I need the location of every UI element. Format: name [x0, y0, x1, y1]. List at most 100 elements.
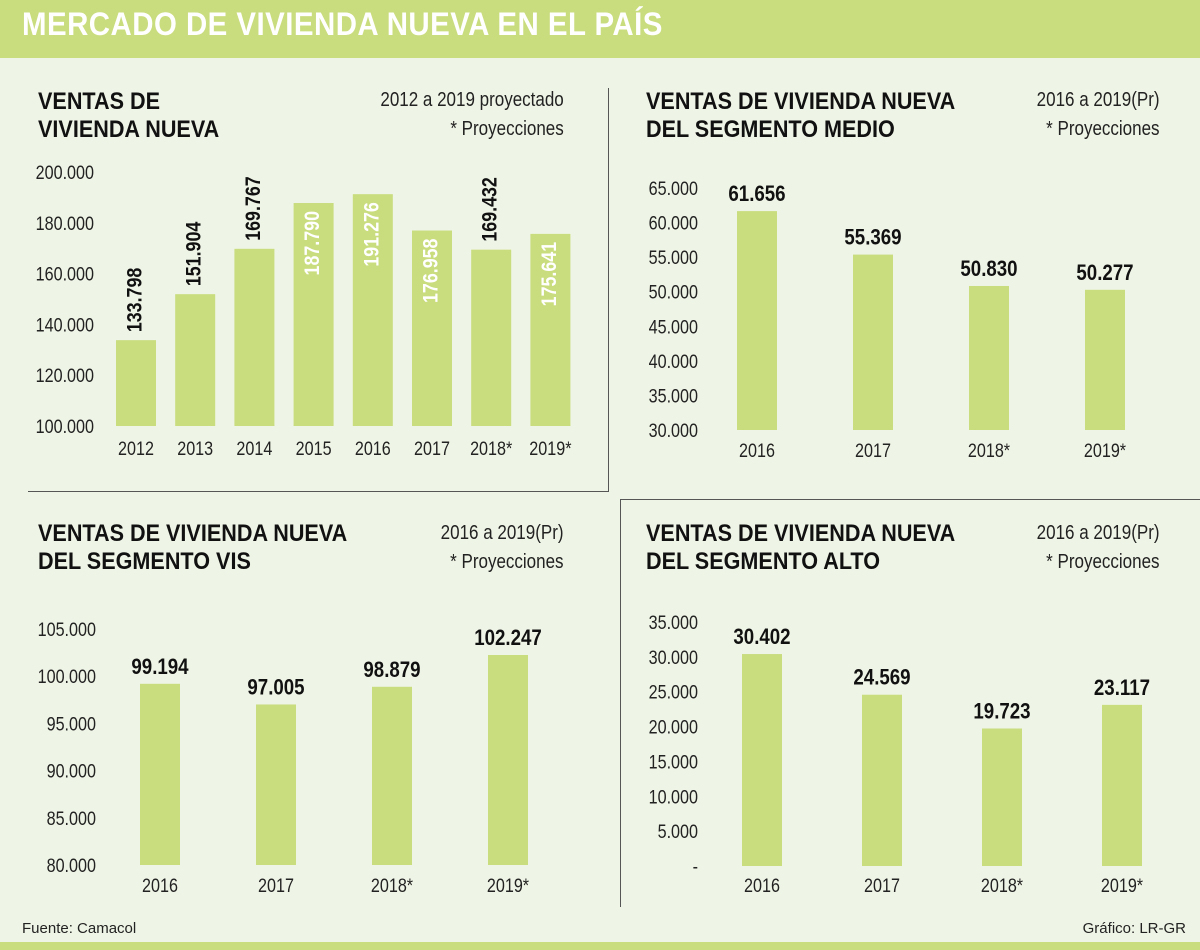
x-tick-label: 2013	[177, 438, 213, 460]
x-tick-label: 2015	[296, 438, 332, 460]
y-tick-label: 40.000	[649, 351, 699, 373]
x-tick-label: 2018*	[470, 438, 512, 460]
data-label: 169.767	[242, 176, 266, 240]
data-label: 50.830	[960, 258, 1017, 282]
panel-title-alto: VENTAS DE VIVIENDA NUEVA DEL SEGMENTO AL…	[646, 520, 956, 575]
bar	[256, 704, 296, 865]
bar	[530, 233, 571, 426]
bar	[1085, 289, 1125, 430]
x-tick-label: 2019*	[529, 438, 571, 460]
data-label: 23.117	[1094, 677, 1150, 701]
bar	[969, 285, 1009, 430]
x-tick-label: 2017	[864, 875, 900, 897]
data-label: 50.277	[1076, 261, 1133, 285]
y-tick-label: 95.000	[47, 713, 97, 735]
data-label: 175.641	[538, 242, 562, 307]
bar	[737, 211, 777, 430]
bar	[488, 654, 528, 865]
panel-subtitle-vis: 2016 a 2019(Pr) * Proyecciones	[441, 522, 564, 573]
y-tick-label: 10.000	[649, 786, 699, 808]
x-tick-label: 2019*	[1101, 875, 1143, 897]
divider-horizontal-top	[28, 491, 609, 492]
x-tick-label: 2018*	[371, 875, 413, 897]
y-tick-label: 140.000	[36, 314, 95, 336]
y-tick-label: 35.000	[649, 612, 699, 634]
panel-title-medio: VENTAS DE VIVIENDA NUEVA DEL SEGMENTO ME…	[646, 88, 956, 143]
x-tick-label: 2014	[236, 438, 272, 460]
data-label: 30.402	[733, 626, 790, 650]
y-tick-label: 160.000	[36, 263, 95, 285]
panel-subtitle-medio: 2016 a 2019(Pr) * Proyecciones	[1037, 89, 1160, 140]
x-tick-label: 2016	[739, 440, 775, 462]
y-tick-label: 120.000	[36, 365, 95, 387]
data-label: 102.247	[474, 627, 542, 651]
data-label: 176.958	[419, 238, 443, 303]
y-tick-label: 180.000	[36, 213, 95, 235]
y-tick-label: 15.000	[649, 751, 699, 773]
x-tick-label: 2017	[855, 440, 891, 462]
divider-vertical-top	[608, 88, 609, 492]
data-label: 99.194	[131, 655, 189, 679]
data-label: 151.904	[182, 222, 206, 287]
y-tick-label: 50.000	[649, 281, 699, 303]
bar	[862, 694, 902, 866]
page-title: MERCADO DE VIVIENDA NUEVA EN EL PAÍS	[22, 6, 663, 42]
footer-credit: Gráfico: LR-GR	[1082, 920, 1186, 937]
panel-title-vis: VENTAS DE VIVIENDA NUEVA DEL SEGMENTO VI…	[38, 520, 348, 575]
data-label: 169.432	[478, 177, 502, 242]
x-tick-label: 2012	[118, 438, 154, 460]
y-tick-label: 60.000	[649, 212, 699, 234]
data-label: 61.656	[728, 183, 785, 207]
divider-horizontal-bottom	[620, 499, 1200, 500]
bar	[412, 230, 452, 426]
bar	[742, 654, 782, 866]
x-tick-label: 2019*	[1084, 440, 1126, 462]
bar	[372, 686, 412, 865]
data-label: 55.369	[844, 226, 901, 250]
y-tick-label: 30.000	[649, 647, 699, 669]
bar	[234, 248, 275, 426]
y-tick-label: 55.000	[649, 247, 699, 269]
bar	[1102, 704, 1142, 866]
y-tick-label: 100.000	[38, 666, 97, 688]
panel-subtitle-total: 2012 a 2019 proyectado * Proyecciones	[380, 89, 564, 140]
y-tick-label: 80.000	[47, 855, 97, 877]
y-tick-label: 90.000	[47, 760, 97, 782]
data-label: 19.723	[973, 700, 1030, 724]
panel-subtitle-alto: 2016 a 2019(Pr) * Proyecciones	[1037, 522, 1160, 573]
bar	[471, 249, 512, 426]
x-tick-label: 2017	[414, 438, 450, 460]
x-tick-label: 2016	[355, 438, 391, 460]
panel-title-total: VENTAS DE VIVIENDA NUEVA	[38, 88, 220, 143]
bar	[140, 683, 180, 865]
bar	[293, 203, 334, 426]
bar	[853, 254, 893, 430]
x-tick-label: 2016	[744, 875, 780, 897]
x-tick-label: 2016	[142, 875, 178, 897]
x-tick-label: 2017	[258, 875, 294, 897]
bar	[175, 294, 216, 426]
y-tick-label: 100.000	[36, 416, 95, 438]
x-tick-label: 2018*	[981, 875, 1023, 897]
x-tick-label: 2018*	[968, 440, 1010, 462]
data-label: 24.569	[853, 666, 910, 690]
footer-rule	[0, 942, 1200, 950]
y-tick-label: -	[693, 856, 698, 878]
data-label: 187.790	[301, 211, 325, 276]
x-tick-label: 2019*	[487, 875, 529, 897]
data-label: 97.005	[247, 676, 304, 700]
data-label: 98.879	[363, 658, 420, 682]
y-tick-label: 25.000	[649, 681, 699, 703]
data-label: 191.276	[360, 202, 384, 267]
y-tick-label: 35.000	[649, 385, 699, 407]
y-tick-label: 20.000	[649, 716, 699, 738]
y-tick-label: 65.000	[649, 178, 699, 200]
y-tick-label: 30.000	[649, 420, 699, 442]
bar	[982, 728, 1022, 866]
y-tick-label: 105.000	[38, 619, 97, 641]
header-bar: MERCADO DE VIVIENDA NUEVA EN EL PAÍS	[0, 0, 1200, 58]
